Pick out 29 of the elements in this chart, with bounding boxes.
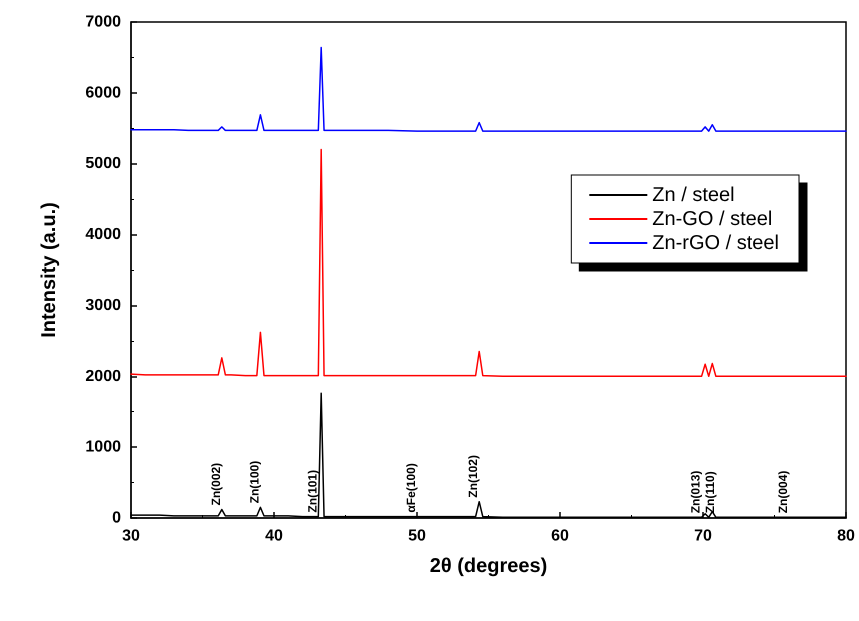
annotation: Zn(102) [466,455,480,498]
annotation: Zn(101) [305,470,320,513]
annotation: Zn(013) [688,470,703,514]
y-tick-label: 2000 [85,368,122,385]
x-tick-label: 40 [265,528,283,544]
y-tick-label: 1000 [85,438,122,456]
y-tick-label: 4000 [85,226,122,244]
x-tick-label: 30 [122,528,140,544]
y-tick-label: 7000 [85,14,122,30]
y-tick-label: 0 [112,510,122,526]
y-axis-title: Intensity (a.u.) [38,202,60,338]
annotation: Zn(004) [776,470,790,514]
x-tick-label: 80 [837,528,855,544]
line-series [130,46,847,132]
x-tick-label: 60 [551,528,569,544]
legend-label: Zn-GO / steel [652,208,772,230]
annotation: Zn(002) [208,462,223,506]
y-tick-label: 5000 [85,155,122,172]
x-tick-label: 50 [408,528,426,544]
legend-label: Zn / steel [652,184,735,206]
x-axis-title: 2θ (degrees) [430,555,548,577]
x-tick-label: 70 [694,528,712,544]
y-tick-label: 3000 [85,296,122,314]
legend-label: Zn-rGO / steel [652,232,780,254]
y-tick-label: 6000 [85,84,122,102]
annotation: Zn(110) [702,471,717,514]
annotation: Zn(100) [247,460,262,504]
line-series [130,148,847,378]
annotation: αFe(100) [404,463,418,513]
